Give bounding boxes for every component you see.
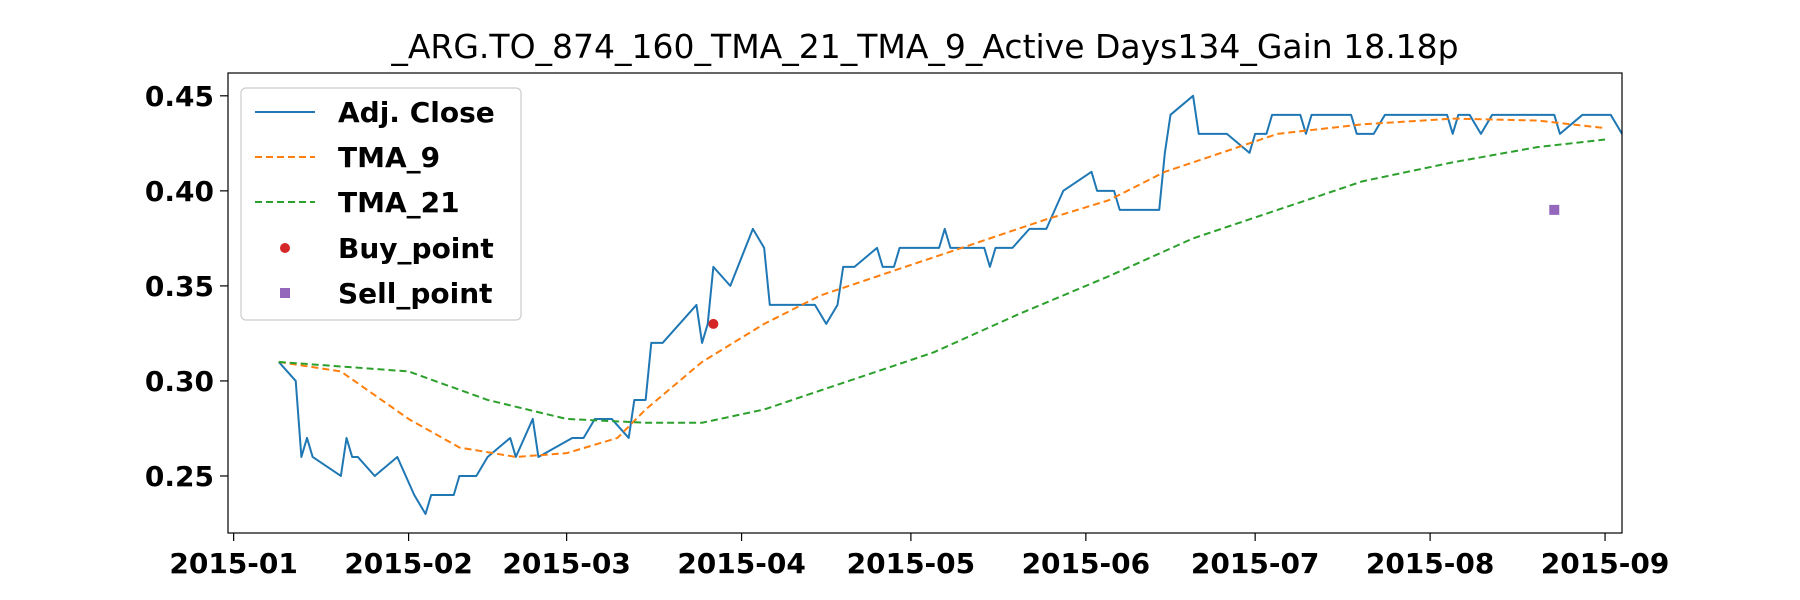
x-tick-label: 2015-04 [677,547,806,580]
series-tma-21-line [278,138,1606,424]
legend-swatch-sell-point [280,288,290,298]
x-tick-label: 2015-01 [169,547,298,580]
y-axis: 0.25 0.30 0.35 0.40 0.45 [145,80,228,493]
x-tick-label: 2015-05 [847,547,976,580]
x-axis: 2015-01 2015-02 2015-03 2015-04 2015-05 2015-… [169,533,1669,580]
y-tick-label: 0.45 [145,80,214,113]
x-tick-label: 2015-02 [344,547,473,580]
series-adj-close-line [278,94,1623,515]
y-tick-label: 0.35 [145,270,214,303]
x-tick-label: 2015-08 [1366,547,1495,580]
legend-swatch-buy-point [280,243,290,253]
plot-area [278,94,1623,515]
series-tma-9-line [278,117,1606,458]
x-tick-label: 2015-06 [1022,547,1151,580]
legend-label-buy-point: Buy_point [338,232,494,265]
legend-label-adj-close: Adj. Close [338,96,495,129]
y-tick-label: 0.30 [145,365,214,398]
legend: Adj. Close TMA_9 TMA_21 Buy_point Sell_p… [240,87,522,321]
y-tick-label: 0.40 [145,175,214,208]
x-tick-label: 2015-09 [1541,547,1670,580]
chart-title: _ARG.TO_874_160_TMA_21_TMA_9_Active Days… [390,27,1458,66]
legend-label-tma-9: TMA_9 [338,141,440,174]
x-tick-label: 2015-03 [502,547,631,580]
sell-point-marker [1549,204,1560,215]
x-tick-label: 2015-07 [1191,547,1320,580]
legend-box [240,87,522,321]
legend-label-tma-21: TMA_21 [338,186,460,219]
buy-point-marker [708,318,719,329]
legend-label-sell-point: Sell_point [338,277,493,310]
plot-frame [227,72,1623,534]
y-tick-label: 0.25 [145,460,214,493]
